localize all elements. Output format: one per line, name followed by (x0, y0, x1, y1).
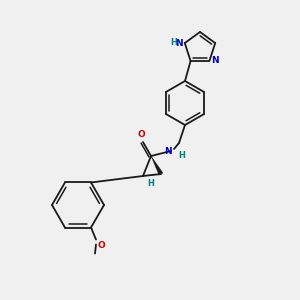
Text: O: O (97, 241, 105, 250)
Text: N: N (175, 39, 183, 48)
Text: N: N (164, 148, 172, 157)
Text: H: H (147, 179, 154, 188)
Text: H: H (170, 38, 177, 46)
Text: O: O (137, 130, 145, 139)
Text: H: H (178, 151, 185, 160)
Polygon shape (151, 156, 163, 175)
Text: N: N (212, 56, 219, 65)
